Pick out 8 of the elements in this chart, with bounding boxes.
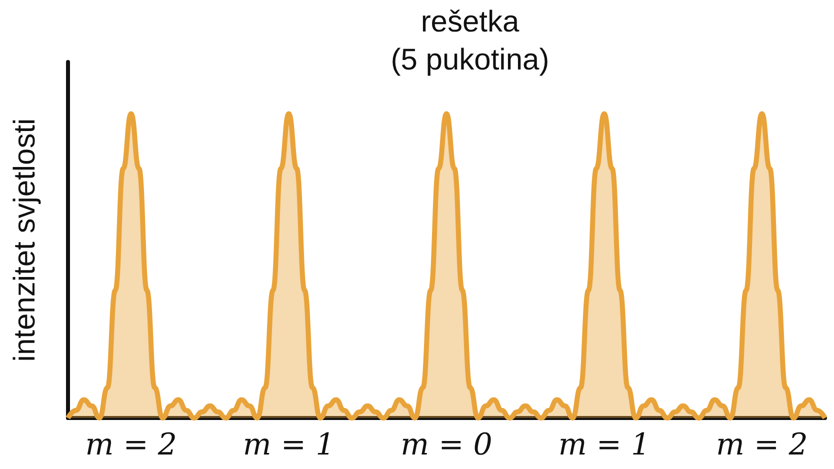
x-tick-label: m = 1: [242, 428, 335, 462]
x-tick-label: m = 1: [558, 428, 650, 462]
y-axis-title: intenzitet svjetlosti: [8, 118, 42, 362]
x-tick-label: m = 0: [400, 428, 492, 462]
x-tick-label: m = 2: [716, 428, 808, 462]
chart-subtitle: (5 pukotina): [390, 44, 550, 76]
chart-title: rešetka: [420, 6, 520, 38]
x-tick-label: m = 2: [85, 428, 177, 462]
